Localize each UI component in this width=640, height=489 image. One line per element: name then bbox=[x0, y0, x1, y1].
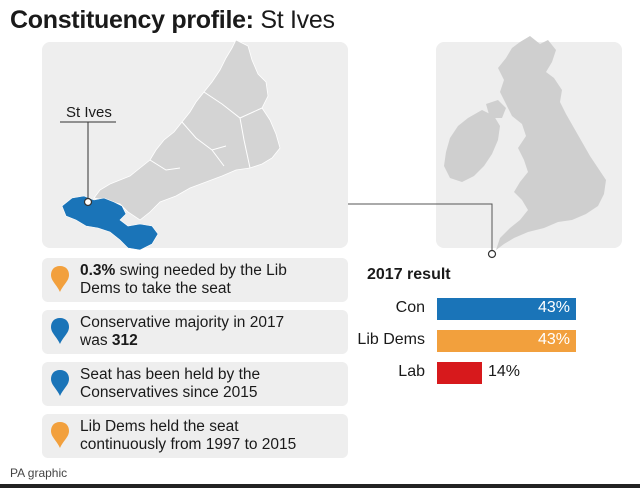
fact-line-1: Seat has been held by the bbox=[80, 366, 261, 383]
bar-value-label: 14% bbox=[488, 363, 521, 380]
title-constituency: St Ives bbox=[260, 6, 335, 34]
st-ives-callout bbox=[60, 121, 116, 207]
bar-category-label: Lab bbox=[398, 363, 425, 380]
fact-bold-value: 312 bbox=[111, 332, 138, 349]
great-britain-shape bbox=[496, 36, 606, 250]
cornwall-map bbox=[61, 39, 281, 251]
fact-card-held-since: Seat has been held by the Conservatives … bbox=[42, 362, 348, 406]
fact-card-lib-dem-history: Lib Dems held the seat continuously from… bbox=[42, 414, 348, 458]
locator-connector-line bbox=[348, 203, 493, 250]
uk-location-marker bbox=[487, 249, 497, 259]
footer-rule bbox=[0, 484, 640, 488]
fact-card-swing: 0.3% swing needed by the Lib Dems to tak… bbox=[42, 258, 348, 302]
fact-line-1: Conservative majority in 2017 bbox=[80, 314, 285, 331]
bar-row: Lib Dems 43% bbox=[340, 330, 630, 352]
fact-line-1: swing needed by the Lib bbox=[115, 262, 287, 279]
fact-bold-value: 0.3% bbox=[80, 262, 116, 279]
source-credit: PA graphic bbox=[10, 466, 68, 480]
ireland-shape bbox=[444, 110, 500, 182]
bar-row: Lab 14% bbox=[340, 362, 630, 384]
results-chart-title: 2017 result bbox=[367, 266, 451, 283]
fact-card-majority: Conservative majority in 2017 was 312 bbox=[42, 310, 348, 354]
fact-line-2-prefix: was bbox=[80, 332, 112, 349]
fact-text: Lib Dems held the seat continuously from… bbox=[80, 418, 296, 454]
st-ives-marker bbox=[83, 197, 93, 207]
fact-text: 0.3% swing needed by the Lib Dems to tak… bbox=[80, 262, 287, 298]
bar bbox=[437, 330, 576, 352]
orange-pin-icon bbox=[51, 422, 69, 448]
page-title: Constituency profile: St Ives bbox=[10, 6, 335, 35]
bar-category-label: Con bbox=[395, 299, 425, 316]
fact-text: Seat has been held by the Conservatives … bbox=[80, 366, 260, 402]
st-ives-map-label: St Ives bbox=[66, 104, 112, 121]
bar bbox=[437, 298, 576, 320]
fact-line-2: continuously from 1997 to 2015 bbox=[80, 436, 297, 453]
fact-line-2: Dems to take the seat bbox=[80, 280, 231, 297]
fact-text: Conservative majority in 2017 was 312 bbox=[80, 314, 284, 350]
title-prefix: Constituency profile: bbox=[10, 6, 254, 34]
blue-pin-icon bbox=[51, 318, 69, 344]
bar bbox=[437, 362, 482, 384]
bar-row: Con 43% bbox=[340, 298, 630, 320]
bar-value-label: 43% bbox=[537, 331, 570, 348]
blue-pin-icon bbox=[51, 370, 69, 396]
bar-category-label: Lib Dems bbox=[357, 331, 425, 348]
county-land bbox=[93, 39, 281, 221]
fact-line-2: Conservatives since 2015 bbox=[80, 384, 258, 401]
bar-value-label: 43% bbox=[537, 299, 570, 316]
county-boundaries bbox=[149, 91, 263, 171]
fact-line-1: Lib Dems held the seat bbox=[80, 418, 239, 435]
st-ives-constituency bbox=[61, 195, 159, 251]
orange-pin-icon bbox=[51, 266, 69, 292]
northern-ireland-shape bbox=[486, 100, 506, 118]
uk-map bbox=[444, 36, 606, 250]
